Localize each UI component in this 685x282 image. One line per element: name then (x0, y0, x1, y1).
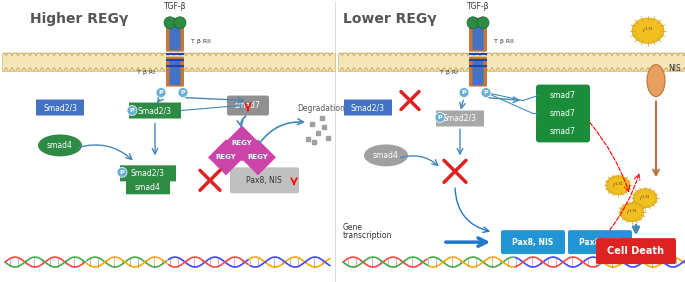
Text: Cell Death: Cell Death (608, 246, 664, 256)
Text: NIS: NIS (668, 64, 681, 73)
FancyBboxPatch shape (473, 60, 484, 85)
FancyBboxPatch shape (230, 167, 299, 193)
Ellipse shape (633, 189, 657, 208)
Circle shape (174, 17, 186, 29)
Text: P: P (181, 90, 186, 95)
Circle shape (477, 17, 489, 29)
FancyBboxPatch shape (166, 57, 184, 87)
Text: REGY: REGY (232, 140, 252, 146)
Text: transcription: transcription (343, 231, 393, 240)
Text: Higher REGγ: Higher REGγ (30, 12, 128, 26)
Text: smad7: smad7 (550, 127, 576, 136)
FancyBboxPatch shape (596, 238, 676, 264)
FancyBboxPatch shape (469, 57, 487, 87)
Text: T β RII: T β RII (191, 39, 211, 44)
FancyBboxPatch shape (469, 18, 487, 52)
Text: Smad2/3: Smad2/3 (138, 106, 172, 115)
Text: $I^{131}$: $I^{131}$ (642, 26, 654, 36)
FancyBboxPatch shape (473, 21, 484, 50)
Text: REGY: REGY (216, 154, 236, 160)
Ellipse shape (632, 18, 664, 43)
Text: Pax8, NIS: Pax8, NIS (246, 176, 282, 185)
Text: P: P (129, 108, 134, 113)
Text: $I^{131}$: $I^{131}$ (612, 181, 624, 190)
Text: smad7: smad7 (550, 109, 576, 118)
Text: smad4: smad4 (135, 183, 161, 192)
Circle shape (467, 17, 479, 29)
Polygon shape (224, 125, 260, 161)
Text: $I^{131}$: $I^{131}$ (626, 208, 638, 217)
Text: Smad2/3: Smad2/3 (131, 169, 165, 178)
FancyBboxPatch shape (169, 21, 181, 50)
Text: Pax8, NIS: Pax8, NIS (512, 238, 553, 247)
Circle shape (117, 167, 127, 177)
Circle shape (164, 17, 176, 29)
Polygon shape (240, 139, 276, 175)
Text: TGF-β: TGF-β (164, 2, 186, 11)
Text: smad7: smad7 (235, 101, 261, 110)
Text: Smad2/3: Smad2/3 (443, 114, 477, 123)
Text: REGY: REGY (247, 154, 269, 160)
Text: Smad2/3: Smad2/3 (351, 103, 385, 112)
FancyBboxPatch shape (227, 96, 269, 116)
FancyBboxPatch shape (536, 103, 590, 124)
Ellipse shape (606, 176, 630, 195)
FancyBboxPatch shape (436, 111, 484, 127)
Text: Gene: Gene (343, 223, 363, 232)
Ellipse shape (364, 144, 408, 166)
FancyBboxPatch shape (501, 230, 565, 254)
Ellipse shape (620, 203, 644, 222)
Text: Lower REGγ: Lower REGγ (343, 12, 436, 26)
Text: P: P (462, 90, 466, 95)
Text: T β RI: T β RI (440, 70, 458, 75)
Text: Smad2/3: Smad2/3 (43, 103, 77, 112)
Text: P: P (484, 90, 488, 95)
FancyBboxPatch shape (536, 85, 590, 107)
Bar (338, 53, 685, 70)
FancyBboxPatch shape (568, 230, 632, 254)
FancyBboxPatch shape (344, 100, 392, 116)
Polygon shape (208, 139, 244, 175)
FancyBboxPatch shape (126, 180, 170, 194)
Bar (2, 53, 335, 70)
FancyBboxPatch shape (129, 103, 181, 118)
Ellipse shape (38, 135, 82, 157)
Circle shape (156, 88, 166, 98)
Text: Pax8, NIS: Pax8, NIS (580, 238, 621, 247)
Circle shape (481, 88, 491, 98)
FancyBboxPatch shape (120, 165, 176, 181)
Text: TGF-β: TGF-β (466, 2, 489, 11)
Text: smad4: smad4 (373, 151, 399, 160)
FancyBboxPatch shape (36, 100, 84, 116)
Text: Degradation: Degradation (297, 103, 345, 113)
FancyBboxPatch shape (166, 18, 184, 52)
Circle shape (459, 88, 469, 98)
Text: P: P (120, 170, 124, 175)
Circle shape (178, 88, 188, 98)
Text: P: P (159, 90, 163, 95)
Ellipse shape (647, 65, 665, 96)
Text: T β RI: T β RI (137, 70, 155, 75)
Text: $I^{131}$: $I^{131}$ (639, 194, 651, 203)
Circle shape (435, 113, 445, 122)
Circle shape (127, 105, 137, 116)
Text: P: P (438, 115, 443, 120)
FancyBboxPatch shape (169, 60, 181, 85)
Text: T β RII: T β RII (494, 39, 514, 44)
Text: smad4: smad4 (47, 141, 73, 150)
FancyBboxPatch shape (536, 120, 590, 142)
Text: smad7: smad7 (550, 91, 576, 100)
